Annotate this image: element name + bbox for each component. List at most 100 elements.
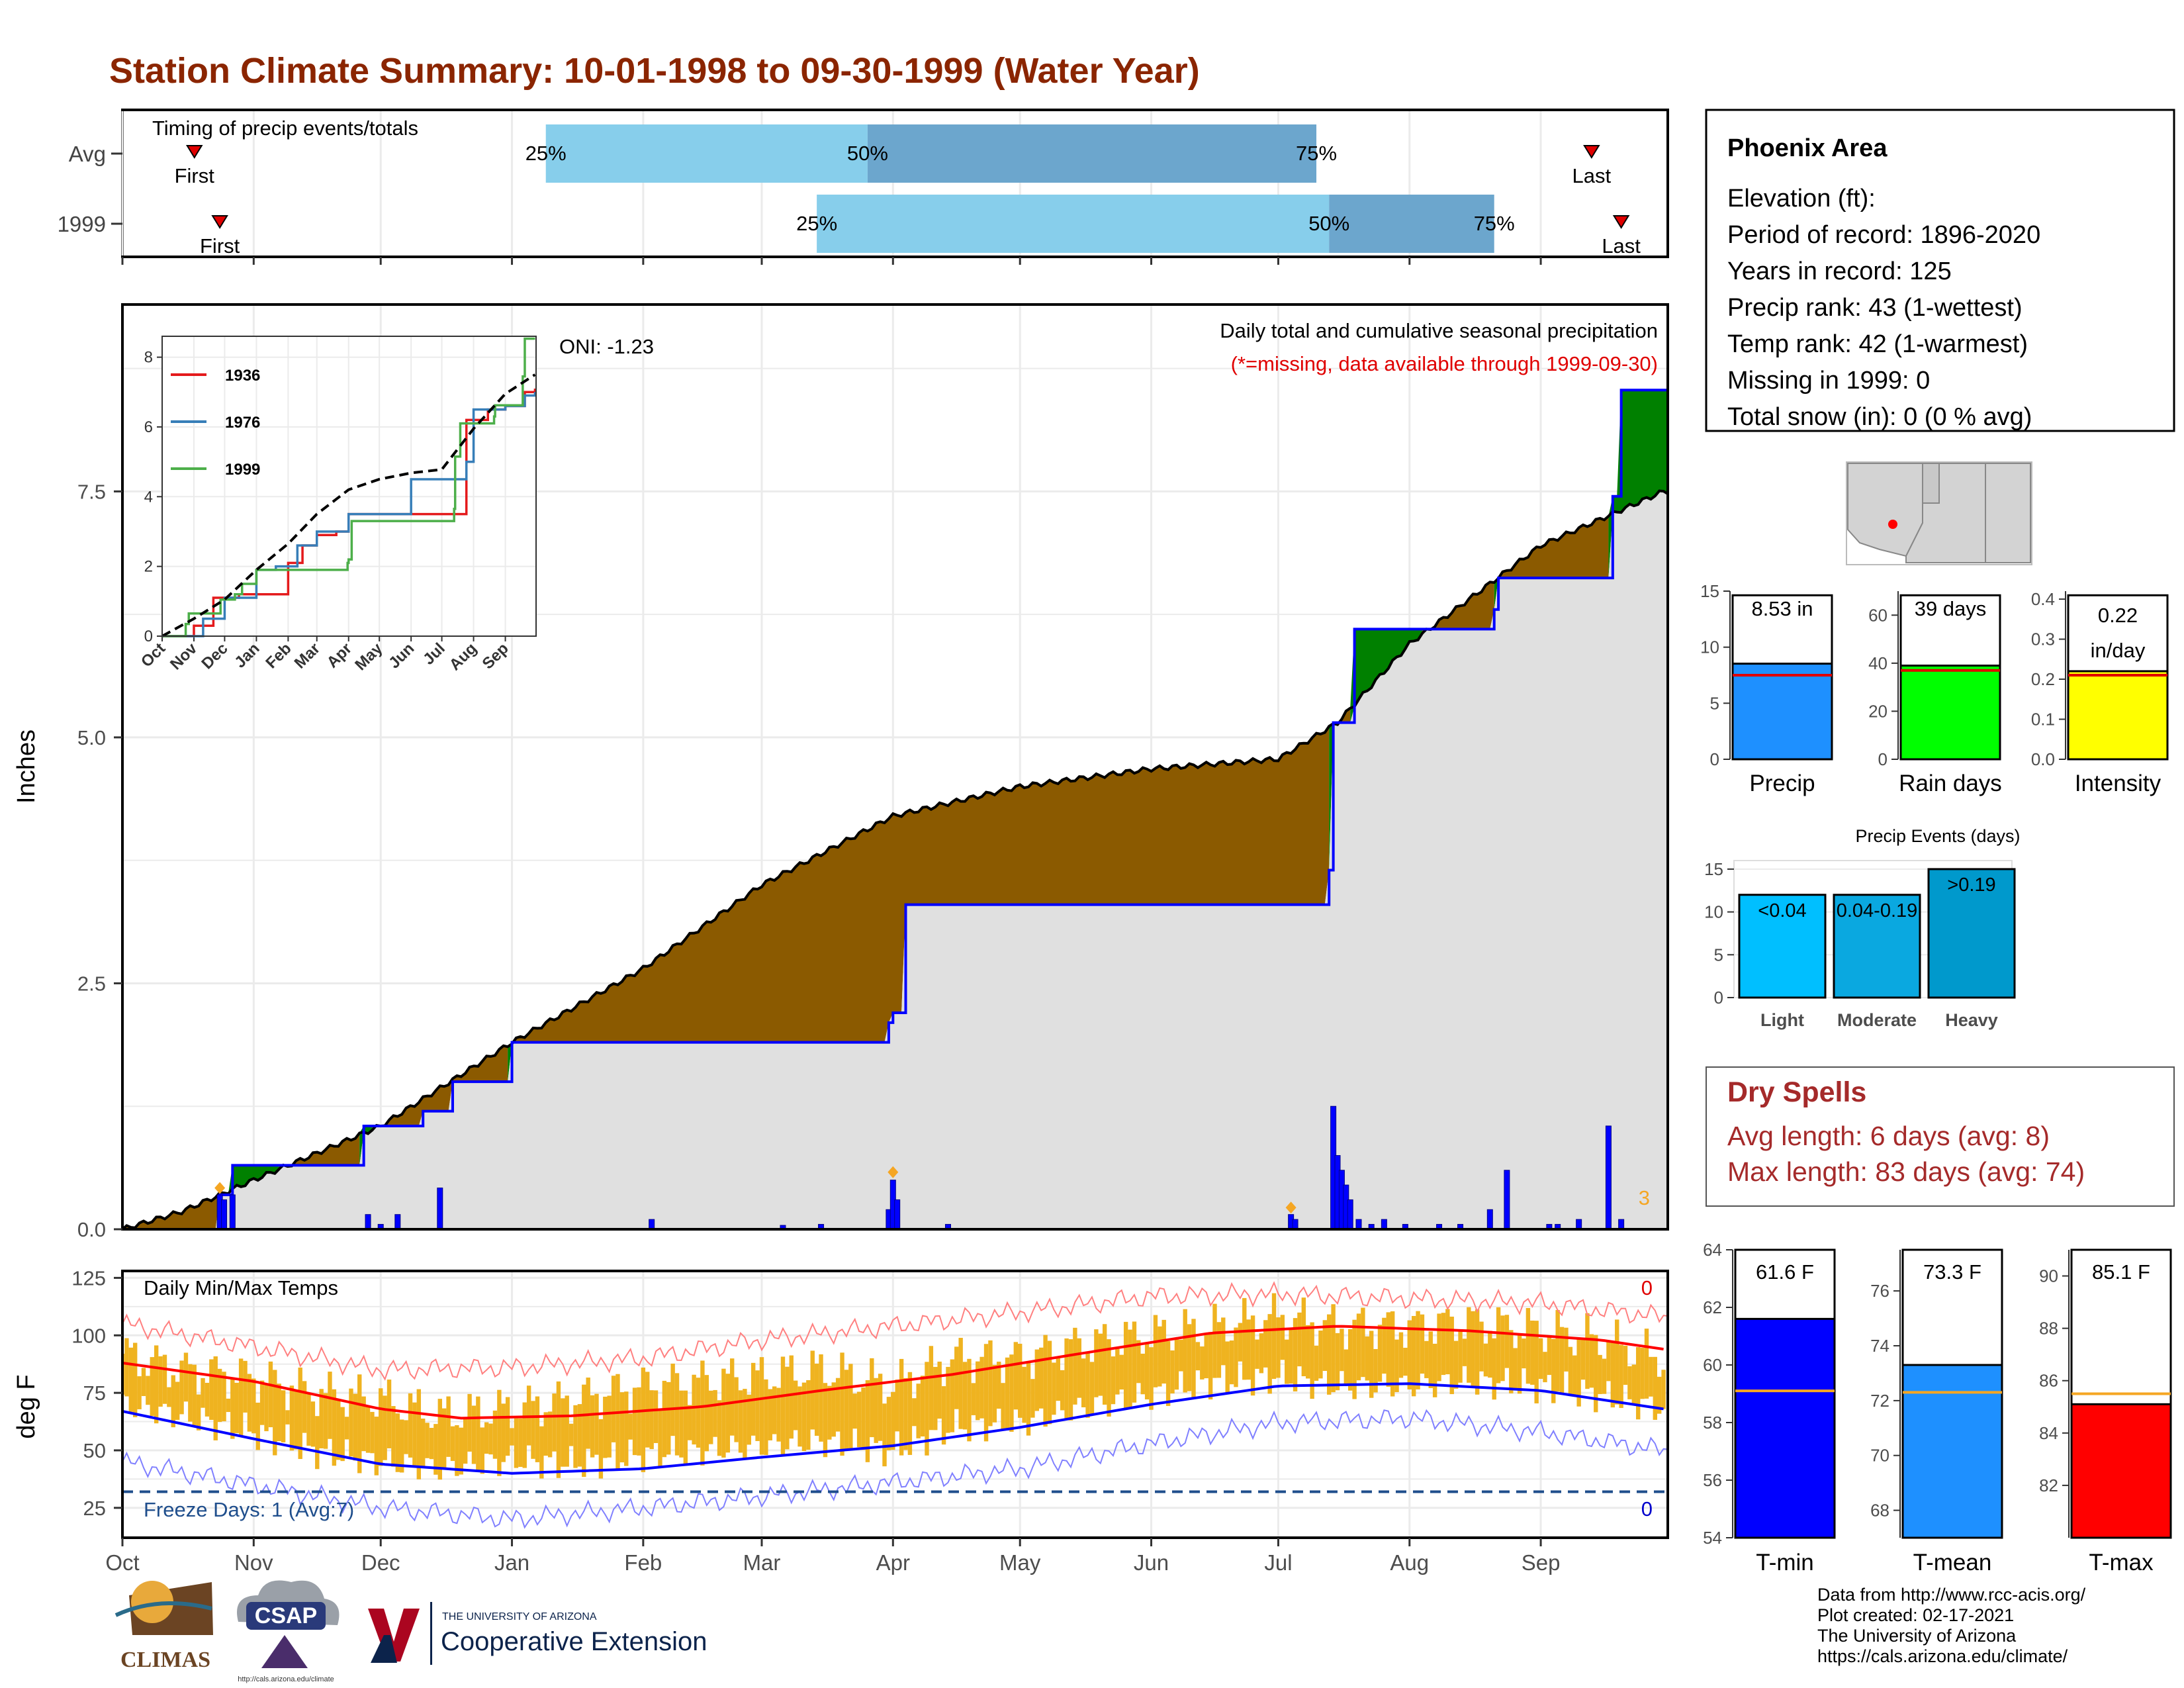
daily-temp-bar: [649, 1390, 654, 1450]
daily-temp-bar: [1467, 1307, 1471, 1383]
daily-temp-bar: [590, 1395, 595, 1458]
daily-temp-bar: [429, 1428, 434, 1460]
summary-y-tick-label: 0.4: [2031, 589, 2055, 609]
precip-y-tick-label: 5.0: [77, 726, 106, 749]
daily-temp-bar: [1043, 1335, 1048, 1427]
summary-y-tick-label: 20: [1868, 701, 1888, 721]
daily-temp-bar: [264, 1385, 269, 1432]
daily-temp-bar: [379, 1388, 383, 1466]
daily-temp-bar: [1077, 1338, 1081, 1398]
temp-summary-label: T-min: [1756, 1550, 1814, 1575]
daily-temp-bar: [425, 1423, 430, 1458]
daily-temp-bar: [856, 1391, 862, 1448]
daily-temp-bar: [632, 1387, 637, 1456]
daily-temp-bar: [1208, 1332, 1213, 1400]
daily-temp-bar: [979, 1356, 984, 1419]
month-label: Jan: [494, 1550, 529, 1575]
temp-top-count: 0: [1641, 1276, 1653, 1299]
daily-temp-bar: [150, 1357, 154, 1416]
daily-temp-bar: [831, 1382, 836, 1437]
daily-temp-bar: [776, 1387, 781, 1442]
daily-temp-bar: [1276, 1317, 1281, 1378]
daily-temp-bar: [827, 1385, 832, 1440]
precip-areas: [122, 389, 1668, 1229]
daily-temp-bar: [1343, 1349, 1349, 1384]
daily-temp-bar: [1475, 1309, 1480, 1395]
daily-temp-bar: [1602, 1358, 1607, 1394]
daily-temp-bar: [1458, 1329, 1463, 1383]
daily-temp-bar: [1153, 1315, 1158, 1387]
daily-temp-bar: [480, 1427, 484, 1474]
temp-summary-y-tick-label: 74: [1870, 1336, 1889, 1356]
precip-y-axis-label: Inches: [13, 729, 40, 804]
temp-content: [122, 1281, 1668, 1529]
timing-last-label: Last: [1572, 164, 1612, 187]
month-label: Dec: [361, 1550, 400, 1575]
events-bar-range: <0.04: [1758, 900, 1806, 921]
svg-text:THE UNIVERSITY OF ARIZONA: THE UNIVERSITY OF ARIZONA: [442, 1611, 597, 1622]
daily-temp-bar: [1068, 1339, 1073, 1421]
timing-bar-25-50: [545, 124, 868, 183]
summary-y-tick-label: 10: [1700, 637, 1719, 657]
daily-temp-bar: [1238, 1323, 1243, 1362]
temp-summary-y-tick-label: 70: [1870, 1446, 1889, 1466]
daily-temp-bar: [848, 1364, 853, 1449]
summary-bar-label: Rain days: [1899, 771, 2002, 796]
month-label: Nov: [234, 1550, 273, 1575]
daily-temp-bar: [1158, 1326, 1162, 1387]
daily-temp-bar: [628, 1413, 633, 1440]
daily-temp-bar: [971, 1383, 976, 1415]
events-bar-range: >0.19: [1947, 874, 1995, 896]
daily-temp-bar: [619, 1392, 625, 1463]
events-bar-label: Light: [1760, 1010, 1804, 1030]
daily-precip-bar: [1504, 1170, 1510, 1229]
daily-temp-bar: [683, 1390, 688, 1464]
daily-temp-bar: [637, 1387, 641, 1456]
oni-value: ONI: -1.23: [559, 335, 654, 358]
daily-temp-bar: [1115, 1348, 1120, 1395]
month-label: Jul: [1264, 1550, 1292, 1575]
daily-temp-bar: [273, 1370, 277, 1456]
daily-temp-bar: [141, 1368, 146, 1396]
daily-temp-bar: [1229, 1340, 1234, 1385]
summary-y-tick-label: 0.0: [2031, 749, 2055, 769]
precip-surplus-area: [1329, 722, 1338, 870]
daily-temp-bar: [679, 1390, 684, 1458]
timing-p75-label: 75%: [1474, 212, 1515, 235]
daily-temp-bar: [1492, 1338, 1496, 1400]
timing-label: Timing of precip events/totals: [152, 117, 418, 140]
daily-temp-bar: [700, 1360, 705, 1466]
temp-summary-y-tick-label: 90: [2039, 1266, 2058, 1286]
summary-y-tick-label: 60: [1868, 605, 1888, 625]
dry-spells-box: Dry Spells Avg length: 6 days (avg: 8) M…: [1706, 1066, 2175, 1207]
daily-temp-bar: [1280, 1315, 1285, 1360]
daily-temp-bar: [1606, 1341, 1611, 1382]
inset-y-tick-label: 6: [144, 418, 153, 436]
daily-temp-bar: [497, 1389, 502, 1476]
daily-temp-bar: [1619, 1344, 1623, 1408]
daily-temp-bar: [730, 1358, 735, 1436]
daily-temp-bar: [1123, 1321, 1128, 1408]
daily-temp-bar: [404, 1420, 408, 1454]
daily-temp-bar: [357, 1374, 362, 1474]
daily-temp-bar: [814, 1363, 819, 1436]
daily-temp-bar: [196, 1394, 201, 1430]
temperature-panel: 25 50 75 100 125 deg F Daily Min/Max Temps F…: [13, 1266, 1669, 1575]
precip-base-area: [122, 491, 1668, 1229]
temp-summary-bar: [1901, 1364, 2003, 1539]
timing-last-marker: [1583, 145, 1600, 159]
daily-temp-bar: [154, 1345, 159, 1424]
daily-temp-bar: [395, 1413, 400, 1472]
summary-bar-charts: 0 5 10 15 8.53 in Precip 0 20 40 60 39 days Rain da…: [1700, 581, 2169, 796]
daily-temp-bar: [124, 1338, 129, 1397]
credits: Data from http://www.rcc-acis.org/ Plot …: [1817, 1585, 2086, 1666]
daily-temp-bar: [709, 1390, 713, 1444]
month-label: Aug: [1390, 1550, 1429, 1575]
daily-temp-bar: [522, 1402, 527, 1468]
month-label: Apr: [876, 1550, 910, 1575]
temp-summary-y-tick-label: 62: [1703, 1297, 1722, 1317]
daily-temp-bar: [501, 1403, 506, 1462]
events-y-tick-label: 0: [1714, 988, 1723, 1008]
daily-temp-bar: [1149, 1347, 1154, 1410]
daily-temp-bar: [607, 1395, 612, 1458]
